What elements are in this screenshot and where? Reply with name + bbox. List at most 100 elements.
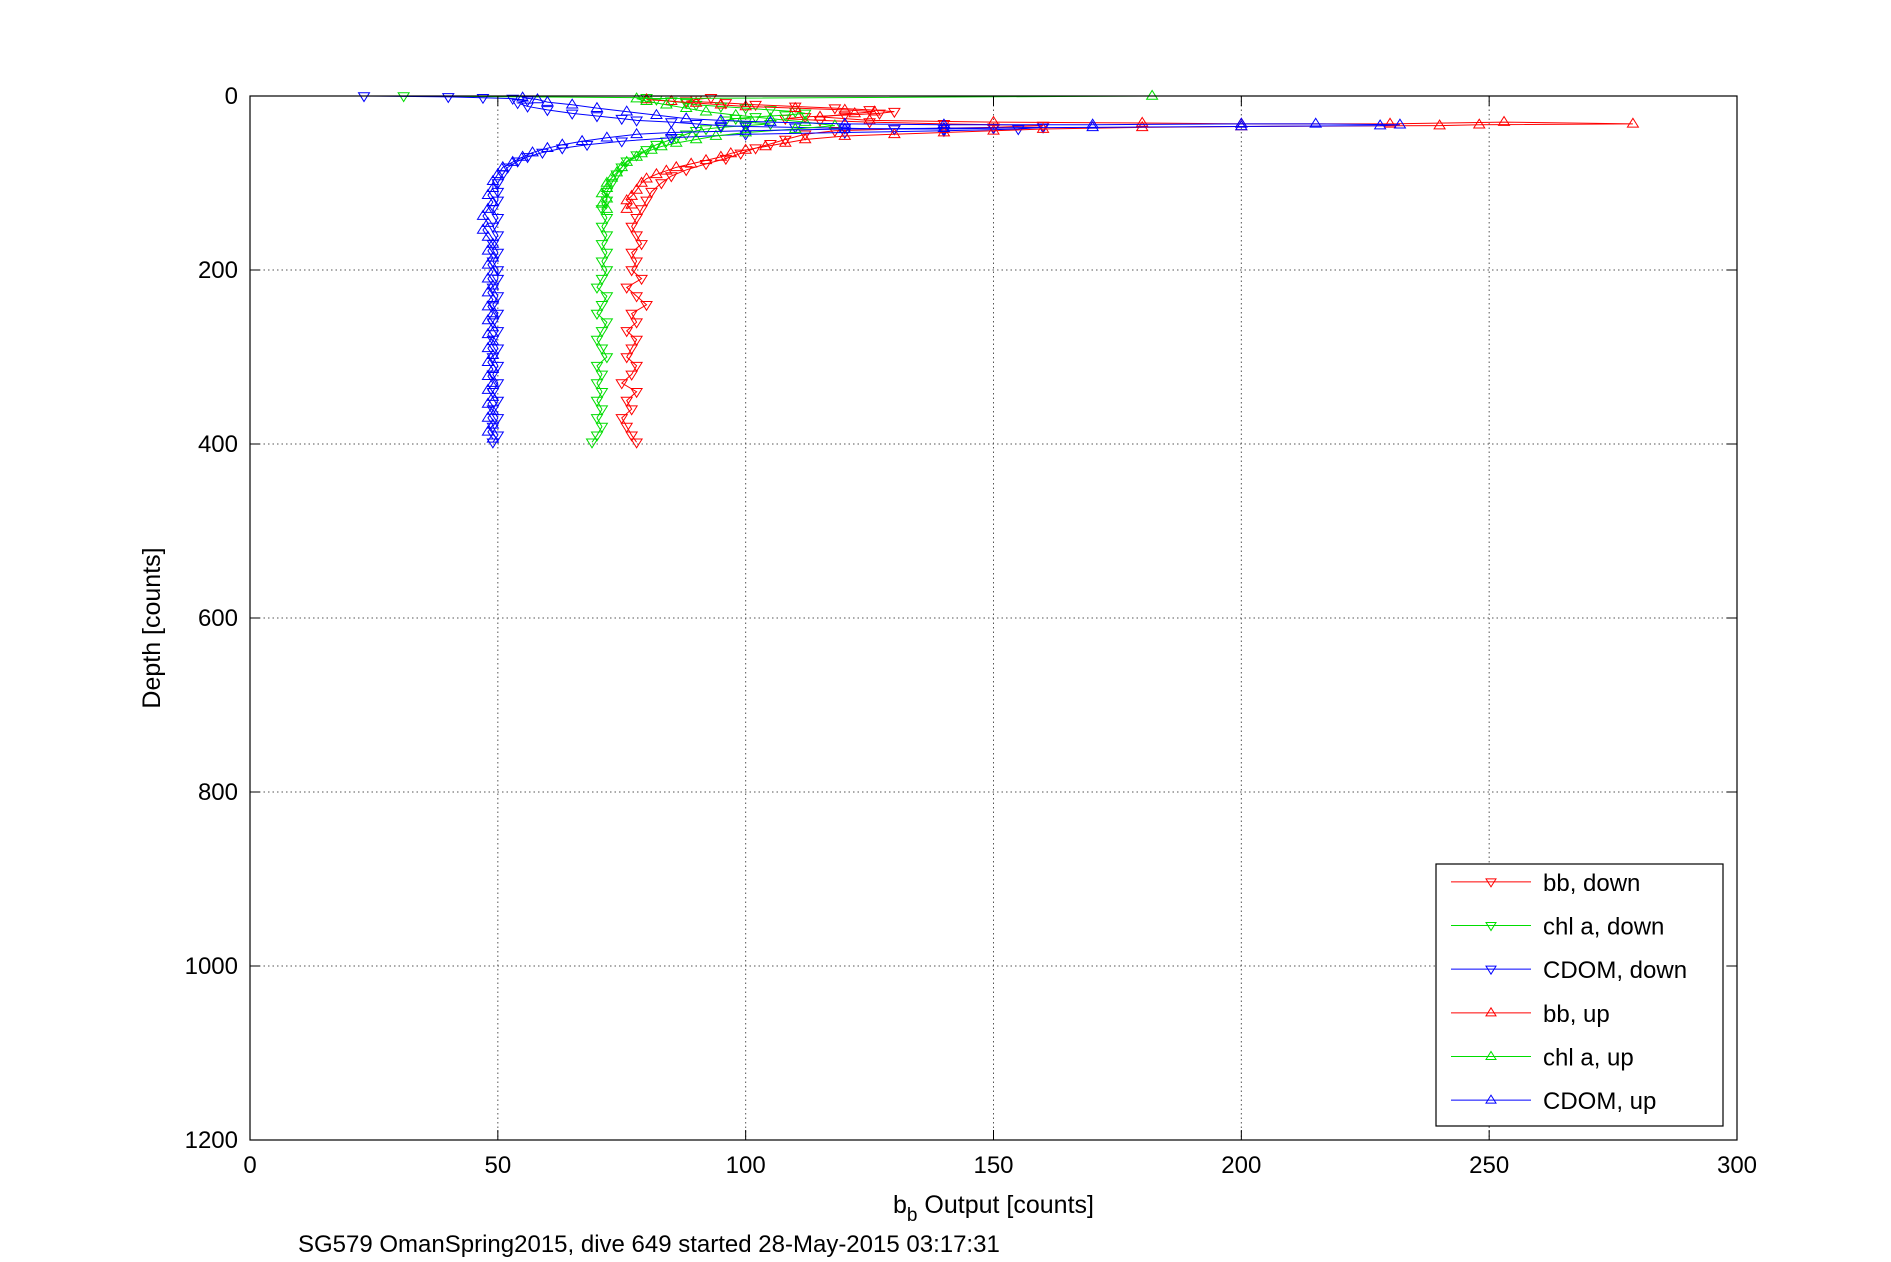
data-point	[1626, 117, 1640, 128]
y-tick-label: 1200	[185, 1127, 238, 1154]
y-tick-label: 600	[198, 605, 238, 632]
data-point	[481, 258, 495, 269]
data-point	[659, 98, 673, 109]
data-point	[590, 309, 604, 320]
data-point	[486, 279, 500, 290]
data-point	[600, 192, 614, 203]
data-point	[778, 111, 792, 122]
data-point	[511, 157, 525, 168]
data-point	[739, 143, 753, 154]
data-point	[625, 405, 639, 416]
data-point	[595, 240, 609, 251]
data-point	[749, 100, 762, 112]
x-axis-label: bb Output [counts]	[893, 1191, 1094, 1226]
x-tick-label: 100	[726, 1152, 766, 1179]
data-point	[620, 396, 634, 407]
legend: bb, down chl a, down CDOM, down bb, up chl a…	[1435, 863, 1724, 1127]
data-point	[838, 129, 852, 140]
data-point	[441, 93, 455, 104]
legend-label: chl a, up	[1543, 1045, 1634, 1072]
data-point	[476, 93, 490, 105]
legend-label: bb, up	[1543, 1001, 1610, 1028]
data-point	[630, 335, 644, 347]
data-point	[481, 216, 495, 227]
data-point	[491, 379, 505, 390]
data-point	[764, 106, 777, 117]
x-axis-label-text: Output [counts]	[917, 1191, 1094, 1219]
data-point	[635, 240, 648, 251]
data-point	[595, 205, 609, 216]
data-point	[486, 195, 500, 206]
data-point	[486, 370, 500, 381]
series-5	[476, 91, 1407, 443]
data-point	[521, 153, 534, 164]
data-point	[887, 107, 901, 119]
data-point	[605, 179, 619, 190]
data-point	[1373, 119, 1387, 130]
data-point	[600, 266, 614, 277]
data-point	[491, 167, 505, 179]
data-point	[486, 293, 500, 304]
data-point	[630, 127, 644, 139]
x-tick-label: 250	[1469, 1152, 1509, 1179]
data-point	[759, 140, 772, 151]
data-point	[630, 318, 644, 329]
data-point	[1135, 116, 1149, 127]
data-point	[739, 126, 753, 137]
data-point	[600, 181, 614, 193]
data-point	[486, 251, 500, 262]
data-point	[491, 309, 505, 320]
data-point	[481, 327, 495, 339]
data-point	[625, 431, 639, 442]
data-point	[699, 105, 713, 116]
data-point	[491, 196, 505, 207]
data-point	[937, 121, 951, 132]
data-point	[540, 141, 554, 152]
data-point	[521, 102, 534, 113]
data-point	[635, 205, 648, 216]
data-point	[630, 438, 644, 449]
data-point	[491, 187, 505, 199]
data-point	[590, 283, 604, 294]
data-point	[669, 160, 683, 172]
data-point	[620, 105, 634, 116]
data-point	[719, 116, 733, 127]
data-point	[848, 106, 862, 118]
data-point	[486, 362, 500, 373]
x-tick-label: 150	[973, 1152, 1013, 1179]
data-point	[1393, 118, 1407, 129]
data-point	[1433, 119, 1447, 130]
data-point	[987, 124, 1000, 135]
data-point	[357, 92, 371, 103]
data-point	[481, 244, 495, 255]
data-point	[630, 183, 644, 194]
data-point	[788, 101, 802, 112]
data-point	[640, 301, 653, 312]
data-point	[1472, 118, 1486, 129]
data-point	[590, 335, 604, 347]
x-tick-label: 200	[1221, 1152, 1261, 1179]
data-point	[580, 140, 594, 152]
data-point	[664, 126, 678, 137]
y-axis-label: Depth [counts]	[138, 547, 166, 708]
data-point	[595, 422, 609, 434]
data-point	[620, 157, 634, 168]
y-tick-label: 400	[198, 431, 238, 458]
data-point	[600, 292, 614, 303]
data-point	[739, 99, 753, 111]
legend-marker	[1485, 922, 1497, 932]
data-point	[595, 222, 609, 233]
data-point	[486, 265, 500, 276]
data-point	[714, 113, 728, 125]
legend-marker	[1485, 1050, 1497, 1060]
legend-marker	[1485, 965, 1497, 976]
data-point	[709, 129, 723, 140]
data-point	[481, 230, 495, 241]
data-point	[635, 146, 648, 158]
data-point	[491, 266, 505, 277]
data-point	[1309, 117, 1323, 128]
data-point	[481, 341, 495, 353]
data-point	[838, 122, 852, 133]
data-point	[630, 292, 644, 303]
data-point	[620, 155, 634, 166]
